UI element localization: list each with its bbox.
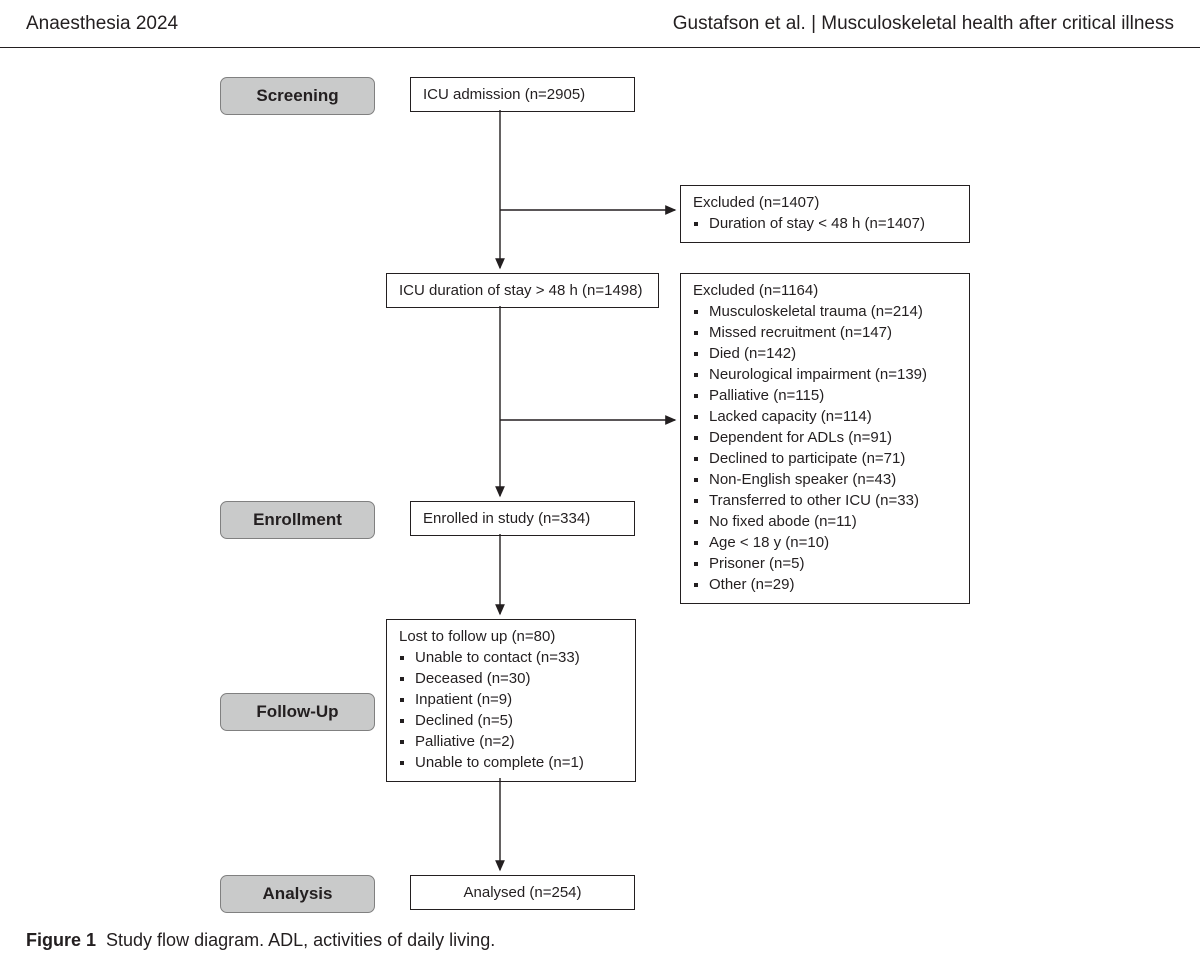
- node-excluded-2: Excluded (n=1164) Musculoskeletal trauma…: [680, 273, 970, 604]
- header-right: Gustafson et al. | Musculoskeletal healt…: [673, 13, 1174, 35]
- list-item: Transferred to other ICU (n=33): [709, 490, 957, 511]
- flow-arrows: [0, 0, 1200, 971]
- list-item: Palliative (n=115): [709, 385, 957, 406]
- list-item: Unable to contact (n=33): [415, 647, 623, 668]
- node-excluded-1: Excluded (n=1407) Duration of stay < 48 …: [680, 185, 970, 243]
- list-item: Deceased (n=30): [415, 668, 623, 689]
- stage-enrollment: Enrollment: [220, 501, 375, 539]
- list-item: Palliative (n=2): [415, 731, 623, 752]
- node-enrolled: Enrolled in study (n=334): [410, 501, 635, 536]
- list-item: Prisoner (n=5): [709, 553, 957, 574]
- stage-followup: Follow-Up: [220, 693, 375, 731]
- list-item: Other (n=29): [709, 574, 957, 595]
- list-item: Lacked capacity (n=114): [709, 406, 957, 427]
- node-text: ICU duration of stay > 48 h (n=1498): [399, 282, 642, 299]
- list-item: Neurological impairment (n=139): [709, 364, 957, 385]
- list-item: Dependent for ADLs (n=91): [709, 427, 957, 448]
- page-header: Anaesthesia 2024 Gustafson et al. | Musc…: [0, 0, 1200, 48]
- list-item: Missed recruitment (n=147): [709, 322, 957, 343]
- list-item: Age < 18 y (n=10): [709, 532, 957, 553]
- list-item: Inpatient (n=9): [415, 689, 623, 710]
- page: Anaesthesia 2024 Gustafson et al. | Musc…: [0, 0, 1200, 971]
- list-item: Unable to complete (n=1): [415, 752, 623, 773]
- node-text: Analysed (n=254): [464, 884, 582, 901]
- stage-screening: Screening: [220, 77, 375, 115]
- node-text: Enrolled in study (n=334): [423, 510, 590, 527]
- node-list: Unable to contact (n=33)Deceased (n=30)I…: [399, 647, 623, 773]
- list-item: Non-English speaker (n=43): [709, 469, 957, 490]
- list-item: Declined to participate (n=71): [709, 448, 957, 469]
- caption-label: Figure 1: [26, 930, 96, 950]
- stage-analysis: Analysis: [220, 875, 375, 913]
- node-title: Lost to follow up (n=80): [399, 628, 623, 645]
- node-list: Musculoskeletal trauma (n=214)Missed rec…: [693, 301, 957, 595]
- header-left: Anaesthesia 2024: [26, 13, 178, 35]
- figure-caption: Figure 1 Study flow diagram. ADL, activi…: [26, 930, 495, 951]
- list-item: Died (n=142): [709, 343, 957, 364]
- node-list: Duration of stay < 48 h (n=1407): [693, 213, 957, 234]
- node-text: ICU admission (n=2905): [423, 86, 585, 103]
- list-item: No fixed abode (n=11): [709, 511, 957, 532]
- node-title: Excluded (n=1164): [693, 282, 957, 299]
- list-item: Declined (n=5): [415, 710, 623, 731]
- list-item: Duration of stay < 48 h (n=1407): [709, 213, 957, 234]
- caption-text: Study flow diagram. ADL, activities of d…: [106, 930, 495, 950]
- node-icu-admission: ICU admission (n=2905): [410, 77, 635, 112]
- node-duration-48h: ICU duration of stay > 48 h (n=1498): [386, 273, 659, 308]
- node-lost-followup: Lost to follow up (n=80) Unable to conta…: [386, 619, 636, 782]
- node-title: Excluded (n=1407): [693, 194, 957, 211]
- node-analysed: Analysed (n=254): [410, 875, 635, 910]
- list-item: Musculoskeletal trauma (n=214): [709, 301, 957, 322]
